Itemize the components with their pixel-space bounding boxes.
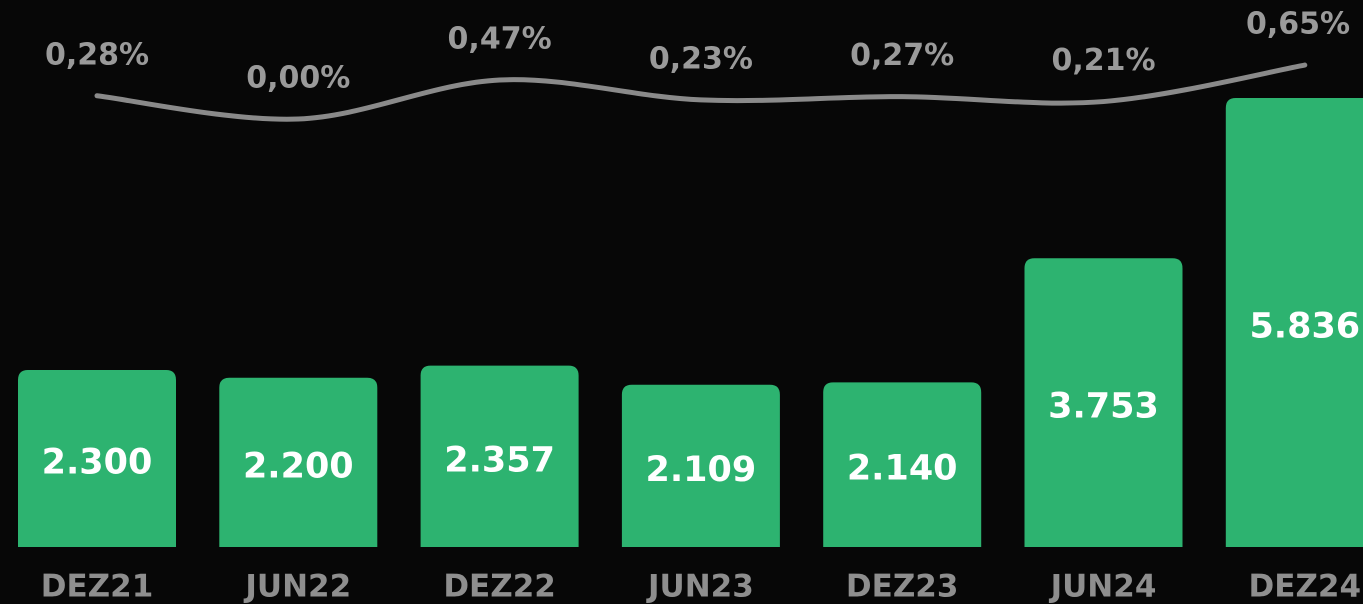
x-tick-label: DEZ23 — [846, 569, 959, 604]
line-value-label: 0,00% — [246, 61, 350, 96]
line-value-label: 0,23% — [649, 41, 753, 76]
bar-value-label: 2.140 — [847, 449, 958, 489]
x-tick-label: JUN24 — [1049, 569, 1157, 604]
bar-value-label: 3.753 — [1048, 387, 1159, 427]
bar-value-label: 2.200 — [243, 446, 354, 486]
line-value-label: 0,28% — [45, 37, 149, 72]
x-tick-label: DEZ24 — [1249, 569, 1362, 604]
bar — [219, 377, 378, 547]
bar-value-label: 2.300 — [42, 443, 153, 483]
bar-value-label: 2.109 — [646, 450, 757, 490]
bar — [621, 384, 780, 547]
line-value-label: 0,47% — [448, 21, 552, 56]
bar-value-label: 2.357 — [444, 440, 555, 480]
line — [94, 62, 1308, 122]
line-value-label: 0,21% — [1051, 43, 1155, 78]
bar — [18, 370, 176, 547]
bar — [823, 382, 982, 547]
x-tick-label: JUN22 — [243, 569, 351, 604]
line-value-label: 0,65% — [1246, 7, 1350, 42]
x-tick-label: DEZ21 — [41, 569, 154, 604]
bar-value-label: 5.836 — [1249, 307, 1360, 347]
bar — [1225, 98, 1363, 547]
x-tick-label: JUN23 — [646, 569, 754, 604]
line-value-label: 0,27% — [850, 38, 954, 73]
bar — [1024, 258, 1183, 547]
bar — [420, 365, 579, 547]
x-tick-label: DEZ22 — [443, 569, 556, 604]
